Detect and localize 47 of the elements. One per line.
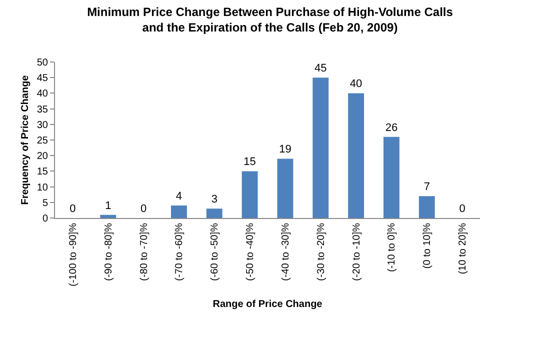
y-tick-label: 20 (36, 151, 48, 162)
bar (312, 78, 329, 218)
data-label: 0 (140, 203, 147, 215)
data-label: 45 (314, 62, 327, 75)
data-label: 19 (279, 144, 292, 156)
data-label: 15 (244, 156, 256, 168)
y-axis-title: Frequency of Price Change (20, 74, 31, 205)
data-label: 3 (211, 194, 218, 206)
chart-title: Minimum Price Change Between Purchase of High-Volume Calls and the Expiration of the Calls (Feb 20, 2009) (87, 4, 454, 34)
bar (170, 206, 187, 218)
bar (206, 208, 222, 218)
x-tick-label: (-40 to -30]% (280, 222, 292, 281)
x-tick-label: (-60 to -50]% (210, 222, 221, 281)
y-tick-label: 45 (36, 73, 48, 84)
data-label: 1 (105, 200, 112, 212)
x-axis-title: Range of Price Change (212, 298, 323, 310)
x-tick-label: (-80 to -70]% (138, 222, 150, 281)
y-tick-label: 0 (42, 214, 48, 224)
y-tick-label: 25 (36, 136, 48, 146)
bar (242, 171, 258, 218)
x-tick-label: (-90 to -80]% (103, 222, 114, 281)
x-tick-label: (0 to 10]% (422, 222, 434, 269)
x-tick-label: (-50 to -40]% (245, 222, 256, 281)
y-tick-label: 30 (36, 120, 48, 131)
y-tick-label: 10 (36, 182, 48, 194)
data-label: 4 (176, 190, 182, 203)
data-label: 0 (70, 203, 76, 215)
bar (277, 158, 294, 218)
bar (348, 93, 364, 218)
y-tick-label: 35 (36, 104, 48, 116)
y-tick-label: 40 (36, 88, 48, 100)
x-tick-label: (-30 to -20]% (316, 222, 327, 281)
bar (418, 196, 435, 218)
bar (100, 214, 116, 218)
x-tick-label: (-70 to -60]% (174, 222, 186, 281)
x-tick-label: (-10 to 0]% (386, 222, 398, 272)
y-tick-label: 50 (36, 58, 48, 68)
x-tick-label: (-100 to -90]% (68, 222, 79, 286)
bar (383, 136, 400, 218)
data-label: 26 (385, 122, 398, 134)
y-tick-label: 15 (36, 166, 48, 178)
data-label: 7 (424, 181, 430, 194)
x-tick-label: (-20 to -10]% (351, 222, 362, 281)
y-tick-label: 5 (42, 198, 48, 209)
x-tick-label: (10 to 20]% (458, 222, 469, 274)
data-label: 0 (459, 203, 466, 215)
data-label: 40 (350, 78, 362, 90)
